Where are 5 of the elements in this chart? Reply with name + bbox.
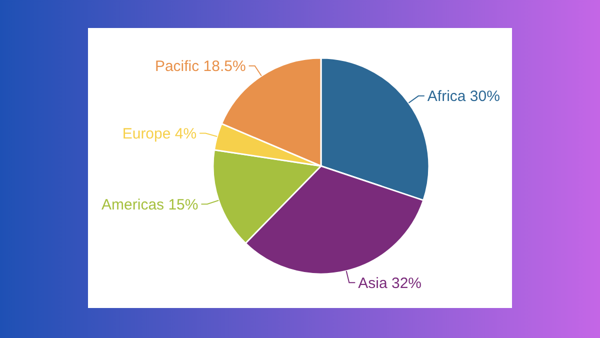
slice-label: Africa 30% [427, 88, 500, 106]
slice-label: Americas 15% [102, 196, 198, 214]
slice-label: Pacific 18.5% [154, 58, 246, 76]
slice-label: Asia 32% [358, 274, 422, 292]
slice-label: Europe 4% [122, 126, 197, 143]
